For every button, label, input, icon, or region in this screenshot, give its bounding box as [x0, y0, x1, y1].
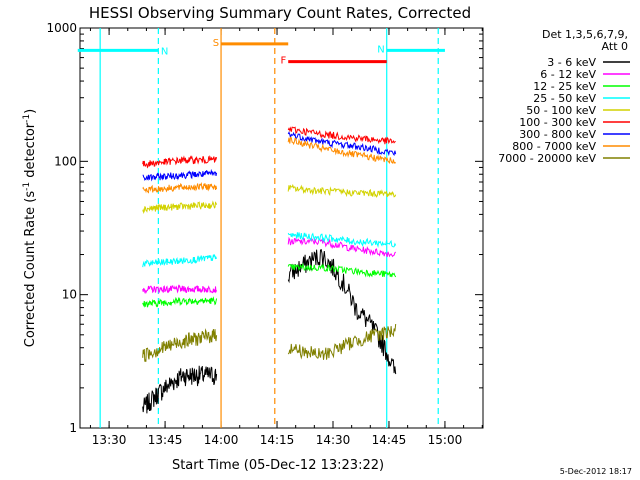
series-line-2 — [142, 296, 218, 308]
y-axis-label-part3: ) — [23, 109, 38, 114]
plot-area: 13:30 13:45 14:00 14:15 14:30 14:45 15:00 1 10 10… — [46, 21, 484, 447]
legend-item-label: 100 - 300 keV — [519, 116, 596, 129]
series-line-4 — [287, 183, 397, 198]
series-line-3 — [287, 232, 397, 248]
x-tick-label: 14:45 — [372, 433, 407, 447]
series-line-2 — [287, 262, 397, 278]
legend-item-label: 7000 - 20000 keV — [498, 152, 596, 165]
y-axis-label-sup2: -1 — [22, 114, 32, 123]
x-tick-label: 14:15 — [260, 433, 295, 447]
series-line-5 — [142, 155, 218, 169]
legend-item-label: 300 - 800 keV — [519, 128, 596, 141]
x-tick-label: 13:30 — [92, 433, 127, 447]
series-line-3 — [142, 253, 218, 268]
series-line-1 — [287, 236, 397, 258]
flag-label: N — [377, 44, 384, 55]
x-tick-label: 14:30 — [316, 433, 351, 447]
series-line-8 — [142, 328, 218, 362]
legend-item-label: 25 - 50 keV — [533, 92, 596, 105]
series-line-8 — [287, 323, 397, 360]
x-axis-label: Start Time (05-Dec-12 13:23:22) — [172, 458, 384, 473]
legend-header-line2: Att 0 — [602, 40, 628, 53]
legend-header-line1: Det 1,3,5,6,7,9, — [542, 28, 628, 41]
timestamp: 5-Dec-2012 18:17 — [560, 467, 632, 476]
flag-label: S — [213, 38, 219, 49]
y-tick-label: 1000 — [46, 21, 77, 35]
chart-title: HESSI Observing Summary Count Rates, Cor… — [89, 4, 471, 22]
flag-label: F — [280, 56, 286, 67]
y-axis-label-part1: Corrected Count Rate (s — [23, 191, 38, 348]
series-line-5 — [287, 126, 396, 145]
legend-item-label: 50 - 100 keV — [526, 104, 596, 117]
y-tick-label: 10 — [62, 288, 77, 302]
series-line-6 — [142, 168, 218, 182]
y-tick-label: 100 — [54, 154, 77, 168]
y-tick-label: 1 — [69, 421, 77, 435]
y-axis-label: Corrected Count Rate (s-1 detector-1) — [22, 109, 38, 347]
y-axis-label-sup1: -1 — [22, 182, 32, 191]
y-axis-label-part2: detector — [23, 122, 38, 182]
series-line-4 — [142, 200, 218, 214]
flag-label: N — [161, 46, 168, 57]
x-tick-label: 15:00 — [428, 433, 463, 447]
series-line-7 — [287, 136, 397, 164]
legend-item-label: 12 - 25 keV — [533, 80, 596, 93]
legend-item-label: 3 - 6 keV — [547, 56, 596, 69]
legend-item-label: 800 - 7000 keV — [512, 140, 596, 153]
plot-frame — [79, 27, 484, 429]
series-line-6 — [287, 131, 397, 157]
series-line-7 — [142, 182, 218, 194]
series-line-1 — [142, 284, 218, 295]
x-tick-label: 13:45 — [148, 433, 183, 447]
series-line-0 — [142, 365, 218, 414]
legend-item-label: 6 - 12 keV — [540, 68, 596, 81]
x-tick-label: 14:00 — [204, 433, 239, 447]
